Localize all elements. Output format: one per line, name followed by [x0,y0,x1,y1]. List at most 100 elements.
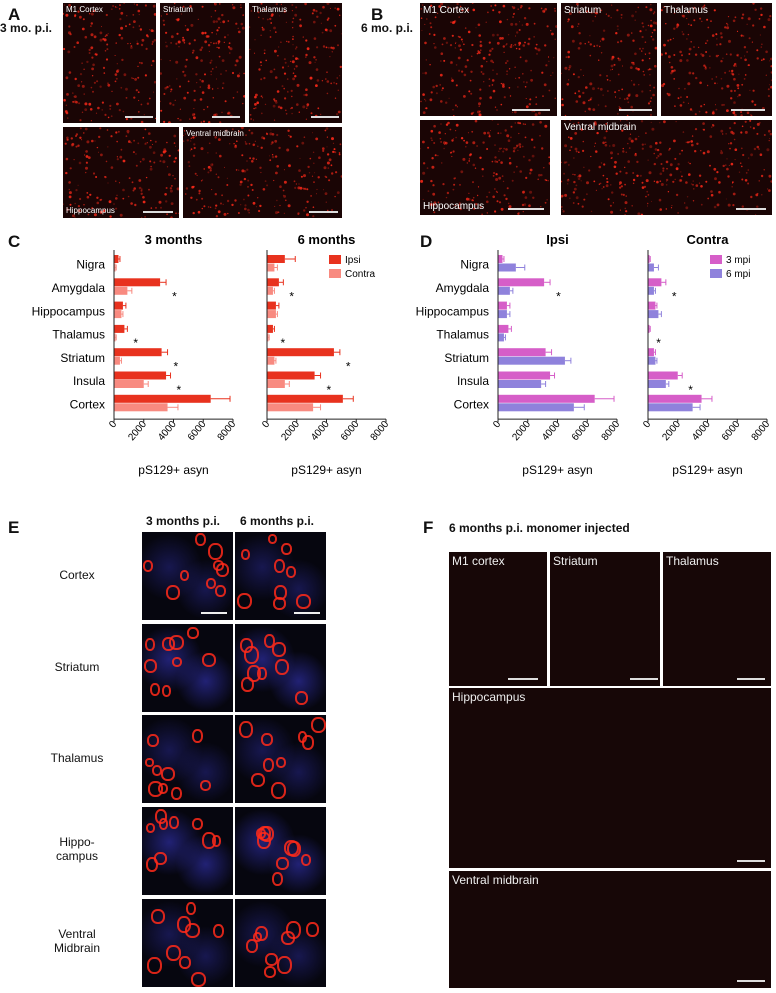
bar [498,310,507,319]
stained-cell [274,559,285,573]
bar [267,263,275,272]
stain-speckle [561,120,772,215]
column-title-6-months: 6 months p.i. [240,514,315,528]
stain-speckle [420,120,550,215]
stained-cell [301,854,311,866]
category-label: Striatum [444,351,489,365]
stained-cell [187,627,199,639]
scale-bar [201,612,227,614]
x-tick-label: 2000 [279,419,302,443]
stained-cell [302,735,314,750]
micrograph-b-ventral-midbrain: Ventral midbrain [561,120,772,215]
stained-cell [147,734,159,747]
significance-marker: * [346,360,351,374]
category-label: Insula [457,374,489,388]
stained-cell [268,534,277,544]
category-label: Insula [73,374,105,388]
panel-letter-f: F [423,518,434,537]
bar [114,255,119,263]
scale-bar [731,109,765,111]
stained-cell [247,665,261,682]
bar [648,255,650,263]
category-label: Nigra [460,258,489,272]
legend-swatch [329,269,341,278]
chart-title: Contra [687,232,730,247]
confocal-image [235,807,326,895]
confocal-image [142,807,233,895]
legend-label: 3 mpi [726,255,750,266]
x-tick-label: 4000 [540,419,563,443]
significance-marker: * [174,360,179,374]
x-tick-label: 0 [260,419,272,431]
stain-speckle [249,3,342,121]
bar [648,324,650,333]
bar [498,356,565,365]
stained-cell [151,909,165,924]
stained-cell [191,972,206,987]
stained-cell [276,857,289,870]
micrograph-label: Hippocampus [452,690,526,704]
stained-cell [272,872,283,886]
stained-cell [169,816,179,829]
micrograph-a-thalamus: Thalamus [249,3,342,123]
scale-bar [737,860,765,862]
stained-cell [179,956,191,969]
bar [648,263,654,272]
significance-marker: * [688,383,693,397]
stained-cell [311,717,326,733]
category-label: Hippocampus [32,304,105,318]
stained-cell [274,585,287,600]
stained-cell [264,634,275,648]
stained-cell [143,560,153,572]
bar [498,278,545,287]
stained-cell [271,782,286,799]
bar [267,324,273,333]
confocal-image [142,899,233,987]
category-label: Thalamus [436,328,489,342]
x-tick-label: 0 [641,419,653,431]
stain-speckle [661,3,772,116]
micrograph-label: Ventral midbrain [564,122,637,133]
bar [267,278,279,287]
stained-cell [200,780,211,791]
stained-cell [172,657,182,667]
panel-a-timepoint: 3 mo. p.i. [0,21,53,35]
micrograph-f-ventral-midbrain: Ventral midbrain [449,871,771,988]
x-tick-label: 0 [107,419,119,431]
category-label: Nigra [76,258,105,272]
micrograph-label: Thalamus [664,5,708,16]
stained-cell [177,916,191,933]
bar [648,380,666,388]
stain-speckle [420,3,557,116]
stained-cell [246,939,258,953]
significance-marker: * [289,290,294,304]
stained-cell [155,809,167,824]
bar [498,380,542,388]
bar [498,403,574,412]
stained-cell [286,566,296,578]
column-title-3-months: 3 months p.i. [146,514,221,528]
panel-letter-b: B [371,5,384,24]
stained-cell [281,543,292,555]
category-label: Amygdala [436,281,490,295]
micrograph-f-striatum: Striatum [550,552,660,686]
x-tick-label: 4000 [156,419,179,443]
micrograph-f-m1-cortex: M1 cortex [449,552,547,686]
stained-cell [166,945,181,961]
category-label: Hippocampus [416,304,489,318]
stained-cell [162,685,171,697]
stained-cell [180,570,189,581]
confocal-image [235,715,326,803]
confocal-image [142,532,233,620]
confocal-image [235,624,326,712]
bar [114,324,125,333]
scale-bar [737,678,765,680]
micrograph-a-striatum: Striatum [160,3,245,123]
stained-cell [237,593,252,609]
stained-cell [206,578,216,589]
stained-cell [241,549,250,560]
bar [648,403,693,412]
significance-marker: * [327,383,332,397]
bar [267,380,285,388]
x-tick-label: 4000 [309,419,332,443]
